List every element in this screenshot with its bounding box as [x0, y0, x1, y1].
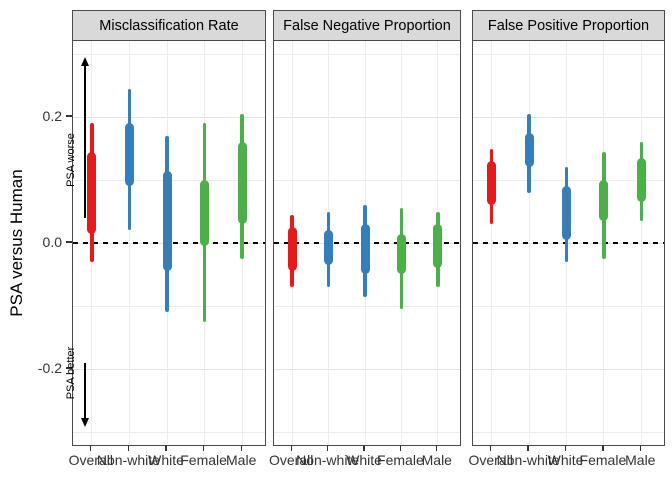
x-tick-mark: [165, 445, 167, 451]
facet-panel-false-positive: [472, 40, 665, 446]
gridline-minor: [73, 432, 265, 433]
interval-inner-female: [396, 233, 406, 275]
arrow-down-label: PSA better: [65, 346, 77, 400]
gridline-minor: [274, 54, 460, 55]
facet-strip-misclassification-rate: Misclassification Rate: [72, 10, 266, 41]
gridline-minor: [473, 54, 664, 55]
interval-inner-overall: [487, 161, 497, 206]
x-axis-label-male: Male: [226, 452, 257, 468]
arrow-down-line: [84, 363, 86, 419]
y-tick-label: 0.2: [42, 108, 62, 124]
gridline-major: [473, 116, 664, 119]
zero-reference-line: [473, 242, 664, 244]
x-tick-mark: [202, 445, 205, 451]
x-axis-label-male: Male: [625, 452, 656, 468]
interval-inner-female: [200, 180, 210, 247]
gridline-minor: [274, 432, 460, 433]
interval-inner-male: [433, 224, 443, 269]
x-tick-mark: [639, 445, 641, 451]
facet-title: False Positive Proportion: [487, 17, 650, 34]
arrow-down-head: [80, 418, 89, 427]
x-tick-mark: [527, 445, 529, 451]
gridline-major: [274, 368, 460, 371]
x-tick-mark: [363, 445, 365, 451]
interval-inner-white: [162, 170, 172, 272]
gridline-minor: [274, 306, 460, 307]
interval-inner-male: [636, 157, 646, 203]
interval-inner-non-white: [524, 132, 534, 168]
interval-inner-white: [360, 224, 370, 275]
y-tick-mark: [66, 241, 72, 243]
interval-inner-non-white: [124, 123, 134, 187]
arrow-up-label: PSA worse: [65, 133, 77, 187]
facet-strip-false-positive: False Positive Proportion: [472, 10, 665, 41]
interval-inner-white: [562, 186, 571, 240]
interval-inner-overall: [287, 227, 297, 272]
facet-panel-false-negative: [273, 40, 461, 446]
x-axis-label-non-white: Non-white: [496, 452, 560, 468]
x-tick-mark: [436, 445, 438, 451]
x-tick-mark: [564, 445, 567, 451]
x-tick-mark: [602, 445, 604, 451]
x-axis-label-white: White: [547, 452, 584, 468]
x-tick-mark: [290, 445, 292, 451]
x-axis-label-male: Male: [421, 452, 452, 468]
gridline-minor: [73, 306, 265, 307]
x-tick-mark: [490, 445, 492, 451]
x-axis-label-overall: Overall: [68, 452, 113, 468]
x-tick-mark: [326, 445, 329, 451]
gridline-major: [73, 116, 265, 119]
interval-inner-male: [237, 142, 247, 225]
facet-title: Misclassification Rate: [99, 17, 239, 34]
x-axis-label-female: Female: [377, 452, 424, 468]
gridline-major: [274, 116, 460, 119]
x-axis-label-white: White: [346, 452, 382, 468]
arrow-up-head: [80, 57, 89, 66]
y-tick-label: -0.2: [37, 360, 62, 376]
gridline-major: [473, 368, 664, 371]
y-tick-label: 0.0: [42, 234, 62, 250]
x-axis-label-white: White: [148, 452, 184, 468]
y-tick-mark: [66, 367, 72, 369]
facet-strip-false-negative: False Negative Proportion: [273, 10, 461, 41]
x-axis-label-overall: Overall: [468, 452, 513, 468]
arrow-up-line: [84, 65, 86, 218]
x-axis-label-female: Female: [180, 452, 227, 468]
gridline-minor: [473, 432, 664, 433]
y-tick-mark: [66, 115, 72, 117]
facet-panel-misclassification-rate: [72, 40, 266, 446]
facet-title: False Negative Proportion: [283, 17, 451, 34]
gridline-minor: [473, 306, 664, 307]
gridline-minor: [73, 54, 265, 55]
gridline-minor: [473, 180, 664, 181]
x-tick-mark: [127, 445, 130, 451]
interval-inner-female: [599, 180, 609, 221]
x-tick-mark: [399, 445, 402, 451]
gridline-minor: [274, 180, 460, 181]
x-tick-mark: [240, 445, 242, 451]
interval-inner-non-white: [324, 230, 334, 266]
interval-inner-overall: [87, 151, 97, 234]
gridline-major: [73, 368, 265, 371]
x-axis-label-non-white: Non-white: [96, 452, 160, 468]
x-tick-mark: [90, 445, 92, 451]
x-axis-label-overall: Overall: [269, 452, 314, 468]
x-axis-label-female: Female: [579, 452, 627, 468]
x-axis-label-non-white: Non-white: [296, 452, 360, 468]
